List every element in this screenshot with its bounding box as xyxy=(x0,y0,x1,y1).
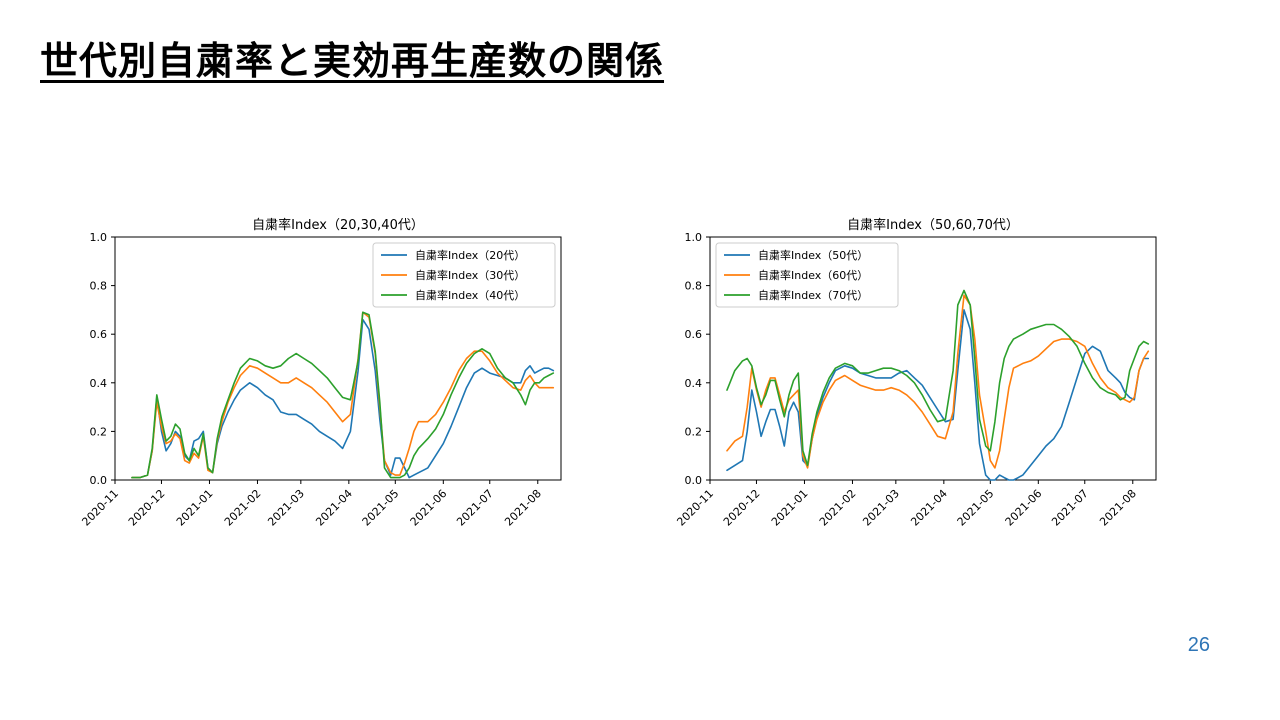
chart-right-legend-label-2: 自粛率Index（60代） xyxy=(758,268,868,282)
chart-left-xtick-label: 2021-05 xyxy=(360,487,402,529)
chart-right-ytick-label: 0.0 xyxy=(685,474,703,487)
chart-left-series-line-1 xyxy=(131,318,555,479)
chart-right-ytick-label: 0.4 xyxy=(685,377,703,390)
chart-left-xtick-label: 2021-07 xyxy=(454,487,496,529)
chart-left-xtick-label: 2021-03 xyxy=(265,487,307,529)
chart-left-ytick-label: 0.2 xyxy=(90,425,108,438)
page-number: 26 xyxy=(1187,634,1210,656)
chart-left-ytick-label: 1.0 xyxy=(90,231,108,244)
chart-right-xtick-label: 2021-02 xyxy=(817,487,859,529)
chart-right-series-line-1 xyxy=(726,309,1150,481)
chart-right-ytick-label: 0.8 xyxy=(685,280,703,293)
chart-right-xtick-label: 2021-04 xyxy=(908,487,950,529)
chart-left-xtick-label: 2020-12 xyxy=(126,487,168,529)
chart-right-xtick-label: 2021-01 xyxy=(769,487,811,529)
chart-right-series-line-2 xyxy=(726,294,1150,469)
chart-right-plot xyxy=(726,289,1150,481)
chart-left-legend-label-1: 自粛率Index（20代） xyxy=(415,248,525,262)
chart-right-title: 自粛率Index（50,60,70代） xyxy=(847,217,1019,233)
chart-right-xtick-label: 2020-11 xyxy=(674,487,716,529)
chart-left-xtick-label: 2021-02 xyxy=(222,487,264,529)
chart-right-ytick-label: 0.2 xyxy=(685,425,703,438)
chart-left-title: 自粛率Index（20,30,40代） xyxy=(252,217,424,233)
chart-left-xtick-label: 2021-08 xyxy=(502,487,544,529)
chart-left-xtick-label: 2020-11 xyxy=(79,487,121,529)
chart-left-xtick-label: 2021-06 xyxy=(408,487,450,529)
chart-left-legend: 自粛率Index（20代） 自粛率Index（30代） 自粛率Index（40代） xyxy=(372,242,556,308)
chart-right-xtick-label: 2021-05 xyxy=(955,487,997,529)
chart-left-legend-box xyxy=(372,242,556,308)
chart-left-ytick-label: 0.6 xyxy=(90,328,108,341)
chart-right-ytick-label: 1.0 xyxy=(685,231,703,244)
chart-right-xtick-label: 2021-08 xyxy=(1097,487,1139,529)
slide-title: 世代別自粛率と実効再生産数の関係 xyxy=(40,39,665,83)
chart-left-frame xyxy=(114,236,562,481)
chart-left-legend-label-3: 自粛率Index（40代） xyxy=(415,288,525,302)
chart-left-ytick-label: 0.4 xyxy=(90,377,108,390)
chart-right-legend: 自粛率Index（50代） 自粛率Index（60代） 自粛率Index（70代） xyxy=(715,242,899,308)
chart-left-xtick-label: 2021-04 xyxy=(313,487,355,529)
chart-right-xtick-label: 2021-03 xyxy=(860,487,902,529)
chart-left-plot xyxy=(131,311,555,479)
chart-right-xtick-label: 2020-12 xyxy=(721,487,763,529)
chart-right-legend-label-3: 自粛率Index（70代） xyxy=(758,288,868,302)
chart-right-ytick-label: 0.6 xyxy=(685,328,703,341)
chart-right-xtick-label: 2021-07 xyxy=(1049,487,1091,529)
chart-right-xtick-label: 2021-06 xyxy=(1003,487,1045,529)
chart-left-series-line-3 xyxy=(131,311,555,479)
chart-right-frame xyxy=(709,236,1157,481)
chart-left-ytick-label: 0.0 xyxy=(90,474,108,487)
chart-right-legend-box xyxy=(715,242,899,308)
chart-left-ytick-label: 0.8 xyxy=(90,280,108,293)
chart-right-legend-label-1: 自粛率Index（50代） xyxy=(758,248,868,262)
chart-left-legend-label-2: 自粛率Index（30代） xyxy=(415,268,525,282)
chart-left-xtick-label: 2021-01 xyxy=(174,487,216,529)
chart-left-series-line-2 xyxy=(131,311,555,479)
chart-right-series-line-3 xyxy=(726,289,1150,467)
